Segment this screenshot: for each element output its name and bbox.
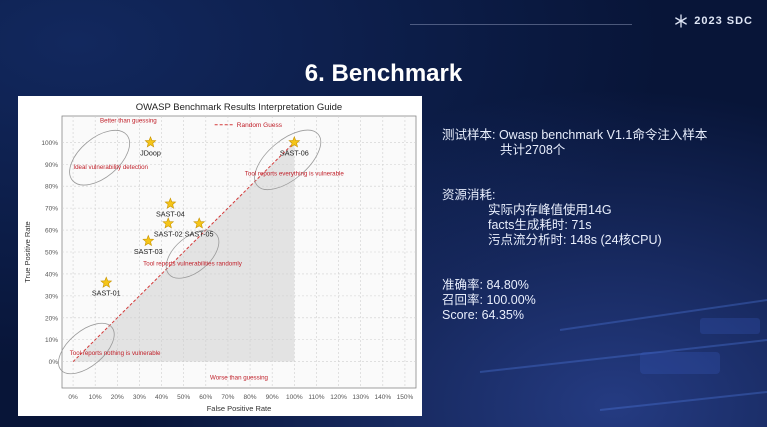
x-tick-label: 20% xyxy=(111,394,124,401)
precision-value: 准确率: 84.80% xyxy=(442,278,529,292)
data-point-star xyxy=(193,217,206,229)
legend-label: Random Guess xyxy=(237,122,283,129)
x-tick-label: 120% xyxy=(330,394,347,401)
data-point-star xyxy=(164,197,177,209)
chart-annotation: Tool reports everything is vulnerable xyxy=(245,170,345,177)
decor-streak xyxy=(559,299,767,331)
resource-title: 资源消耗: xyxy=(442,188,496,202)
brand-logo: 2023 SDC xyxy=(674,14,753,28)
data-point-label: SAST-02 xyxy=(154,229,183,238)
y-tick-label: 60% xyxy=(45,228,58,235)
decor-streak xyxy=(479,339,767,373)
recall-value: 召回率: 100.00% xyxy=(442,293,536,307)
y-axis-label: True Positive Rate xyxy=(23,221,32,282)
facts-time: facts生成耗时: 71s xyxy=(488,218,592,232)
region-ellipse xyxy=(58,322,115,375)
y-tick-label: 90% xyxy=(45,162,58,169)
region-ellipse xyxy=(69,129,130,186)
slide-title: 6. Benchmark xyxy=(304,60,463,87)
x-tick-label: 140% xyxy=(375,394,392,401)
y-tick-label: 70% xyxy=(45,206,58,213)
data-point-label: JDoop xyxy=(140,148,161,157)
x-tick-label: 130% xyxy=(352,394,369,401)
region-ellipse xyxy=(254,129,322,191)
data-point-star xyxy=(142,234,155,247)
x-tick-label: 10% xyxy=(89,394,102,401)
benchmark-info: 测试样本: Owasp benchmark V1.1命令注入样本 共计2708个… xyxy=(442,128,707,323)
y-tick-label: 20% xyxy=(45,315,58,322)
data-point-label: SAST-04 xyxy=(156,210,185,219)
x-tick-label: 30% xyxy=(133,394,146,401)
sample-count: 共计2708个 xyxy=(500,143,566,157)
x-tick-label: 150% xyxy=(397,394,414,401)
snowflake-icon xyxy=(675,14,688,28)
data-point-label: SAST-06 xyxy=(280,148,309,157)
data-point-star xyxy=(144,135,157,148)
score-value: Score: 64.35% xyxy=(442,308,524,322)
y-tick-label: 40% xyxy=(45,271,58,278)
x-tick-label: 0% xyxy=(68,394,78,401)
x-tick-label: 100% xyxy=(286,394,303,401)
x-tick-label: 90% xyxy=(266,394,279,401)
chart-canvas: 0% 10% 20% 30% 40% 50% 60% 70% 80% 90% 100% 0% 10% 20… xyxy=(23,102,417,413)
y-tick-label: 30% xyxy=(45,293,58,300)
benchmark-chart: 0% 10% 20% 30% 40% 50% 60% 70% 80% 90% 100% 0% 10% 20… xyxy=(18,96,422,416)
chart-annotation: Tool reports vulnerabilities randomly xyxy=(143,260,243,267)
y-tick-label: 80% xyxy=(45,184,58,191)
decor-streak xyxy=(599,391,767,411)
decor-block xyxy=(700,318,760,334)
region-ellipse xyxy=(165,229,220,279)
y-tick-label: 100% xyxy=(41,140,58,147)
data-point-label: SAST-03 xyxy=(134,247,163,256)
sample-description: 测试样本: Owasp benchmark V1.1命令注入样本 xyxy=(442,128,708,142)
data-point-star xyxy=(100,276,113,288)
y-tick-label: 50% xyxy=(45,250,58,257)
header-divider xyxy=(410,24,632,25)
x-tick-label: 60% xyxy=(199,394,212,401)
data-point-star xyxy=(288,135,301,148)
chart-annotation: Better than guessing xyxy=(100,118,157,125)
memory-usage: 实际内存峰值使用14G xyxy=(488,203,612,217)
chart-annotation: Ideal vulnerability detection xyxy=(73,164,148,171)
taint-analysis-time: 污点流分析时: 148s (24核CPU) xyxy=(488,233,662,247)
x-axis-label: False Positive Rate xyxy=(207,404,272,413)
chart-title: OWASP Benchmark Results Interpretation G… xyxy=(136,102,342,113)
data-point-label: SAST-01 xyxy=(92,289,121,298)
data-point-label: SAST-05 xyxy=(185,229,214,238)
brand-name: 2023 SDC xyxy=(694,15,753,27)
data-point-star xyxy=(162,217,175,229)
x-tick-label: 50% xyxy=(177,394,190,401)
x-tick-label: 70% xyxy=(221,394,234,401)
chart-annotation: Tool reports nothing is vulnerable xyxy=(70,350,161,357)
chart-annotation: Worse than guessing xyxy=(210,374,269,381)
decor-block xyxy=(640,352,720,374)
y-tick-label: 0% xyxy=(49,359,59,366)
x-tick-label: 40% xyxy=(155,394,168,401)
x-tick-label: 80% xyxy=(244,394,257,401)
y-tick-label: 10% xyxy=(45,337,58,344)
x-tick-label: 110% xyxy=(308,394,324,401)
